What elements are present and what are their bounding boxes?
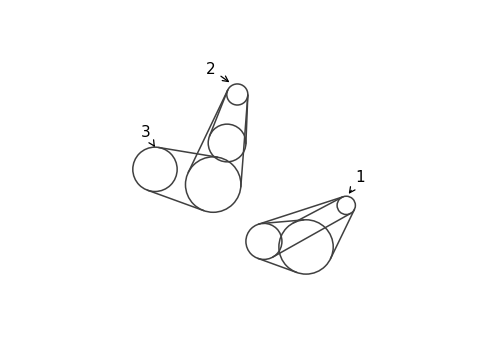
Text: 1: 1 (349, 170, 364, 193)
Text: 2: 2 (206, 62, 228, 81)
Text: 3: 3 (141, 125, 154, 146)
